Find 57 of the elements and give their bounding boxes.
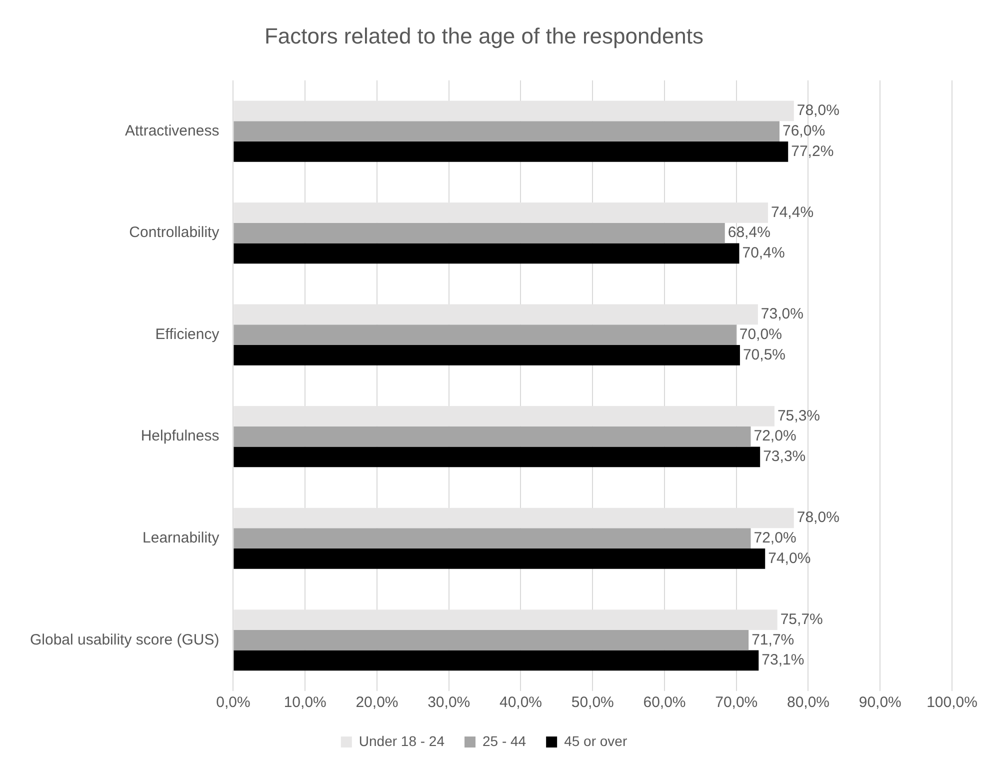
data-label: 72,0% — [754, 529, 796, 546]
bar — [234, 610, 778, 630]
x-tick-label: 50,0% — [571, 694, 614, 712]
x-tick-label: 30,0% — [428, 694, 470, 712]
x-tick-label: 10,0% — [284, 694, 326, 712]
bar — [234, 650, 759, 671]
data-label: 72,0% — [754, 428, 796, 445]
data-label: 70,0% — [739, 326, 782, 343]
data-label: 71,7% — [752, 631, 794, 648]
bar — [234, 508, 794, 528]
data-label: 77,2% — [791, 142, 834, 160]
data-label: 74,4% — [770, 204, 814, 221]
x-tick-label: 70,0% — [715, 694, 758, 712]
bar — [234, 528, 751, 549]
chart-title: Factors related to the age of the respondents — [264, 23, 704, 48]
bar — [234, 222, 725, 244]
bar — [234, 141, 788, 162]
bar — [234, 344, 740, 366]
bar — [234, 121, 780, 142]
data-label: 75,3% — [777, 407, 820, 424]
data-label: 73,1% — [762, 652, 804, 669]
bar — [234, 446, 760, 468]
bar — [234, 243, 740, 264]
data-label: 68,4% — [728, 224, 770, 242]
y-tick-label: Controllability — [129, 224, 220, 242]
data-label: 76,0% — [782, 122, 826, 140]
x-tick-label: 0,0% — [216, 694, 250, 712]
bar — [234, 100, 794, 122]
bar — [234, 202, 768, 223]
data-label: 70,4% — [742, 244, 785, 262]
y-tick-label: Learnability — [142, 529, 220, 546]
bar — [234, 426, 751, 447]
y-tick-label: Attractiveness — [125, 122, 220, 140]
bar — [234, 548, 766, 569]
bar — [234, 630, 749, 650]
data-label: 73,0% — [760, 306, 804, 323]
legend-label: 25 - 44 — [482, 732, 526, 749]
y-tick-label: Global usability score (GUS) — [30, 631, 220, 648]
x-tick-label: 40,0% — [499, 694, 542, 712]
data-label: 78,0% — [796, 509, 840, 526]
x-tick-label: 90,0% — [858, 694, 902, 712]
y-tick-label: Helpfulness — [140, 428, 220, 445]
data-label: 74,0% — [768, 550, 811, 567]
legend-label: Under 18 - 24 — [358, 732, 445, 749]
bar — [234, 304, 758, 325]
x-tick-label: 100,0% — [926, 694, 978, 712]
x-tick-label: 20,0% — [356, 694, 398, 712]
bar — [234, 324, 736, 345]
data-label: 78,0% — [796, 102, 840, 120]
data-label: 75,7% — [780, 610, 823, 628]
data-label: 73,3% — [763, 448, 806, 466]
legend-label: 45 or over — [564, 732, 628, 749]
y-tick-label: Efficiency — [155, 326, 220, 343]
data-label: 70,5% — [742, 346, 786, 364]
x-tick-label: 60,0% — [643, 694, 686, 712]
x-tick-label: 80,0% — [786, 694, 830, 712]
bar — [234, 406, 774, 426]
